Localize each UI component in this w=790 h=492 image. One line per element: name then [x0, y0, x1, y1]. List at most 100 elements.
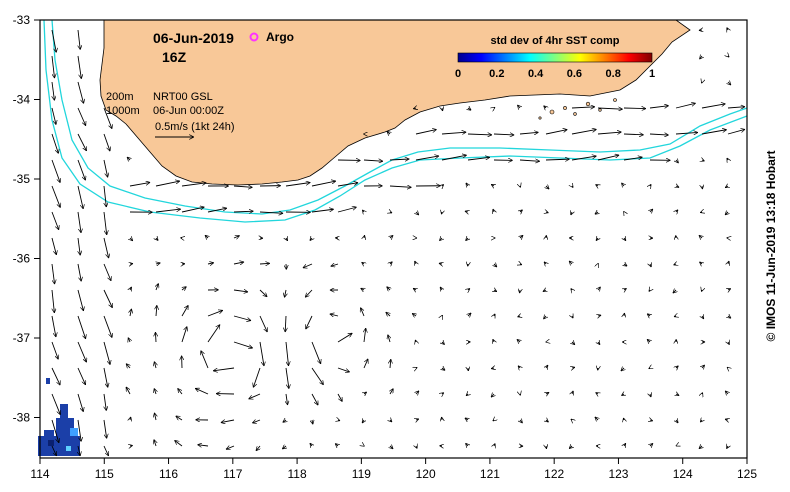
current-vector-icon [51, 289, 54, 313]
current-vector-icon [221, 420, 235, 423]
current-vector-icon [259, 341, 264, 366]
current-vector-icon [386, 312, 390, 316]
current-vector-icon [726, 158, 728, 160]
current-vector-icon [305, 289, 313, 297]
current-vector-icon [126, 364, 130, 368]
current-vector-icon [621, 394, 624, 396]
current-vector-icon [518, 366, 520, 368]
current-vector-icon [259, 289, 267, 297]
current-vector-icon [156, 283, 159, 291]
current-vector-icon [571, 288, 572, 290]
current-vector-icon [51, 185, 60, 208]
current-vector-icon [546, 212, 548, 213]
current-vector-icon [387, 131, 390, 134]
current-vector-icon [650, 443, 653, 446]
current-vector-icon [442, 393, 444, 394]
current-vector-icon [156, 238, 158, 241]
current-vector-icon [197, 445, 209, 446]
current-vector-icon [491, 368, 494, 369]
current-vector-icon [676, 160, 678, 163]
current-vector-icon [571, 212, 572, 215]
current-vector-icon [128, 338, 130, 342]
current-vector-icon [598, 287, 600, 290]
current-vector-icon [207, 263, 214, 264]
current-vector-icon [465, 443, 468, 446]
current-vector-icon [207, 310, 223, 317]
current-vector-icon [416, 212, 419, 215]
current-vector-icon [416, 419, 419, 420]
current-vector-icon [305, 315, 313, 329]
current-vector-icon [390, 212, 392, 213]
current-vector-icon [572, 186, 573, 188]
current-vector-icon [78, 445, 80, 456]
current-vector-icon [441, 212, 442, 214]
current-vector-icon [259, 315, 267, 332]
current-vector-icon [103, 159, 108, 177]
map-date: 06-Jun-2019 [153, 30, 234, 46]
current-vector-icon [727, 129, 745, 135]
current-vector-icon [233, 236, 240, 238]
x-tick-label: 120 [416, 467, 436, 481]
current-vector-icon [493, 134, 514, 135]
current-vector-icon [311, 367, 323, 385]
current-vector-icon [674, 316, 676, 317]
current-vector-icon [103, 133, 110, 151]
current-vector-icon [311, 181, 336, 187]
current-vector-icon [285, 367, 289, 389]
current-vector-icon [676, 394, 679, 396]
current-vector-icon [390, 389, 393, 395]
current-vector-icon [127, 157, 130, 160]
current-vector-icon [77, 289, 84, 311]
current-vector-icon [520, 210, 523, 212]
current-vector-icon [571, 419, 572, 420]
current-vector-icon [51, 341, 58, 359]
current-vector-icon [699, 446, 702, 449]
current-vector-icon [103, 341, 110, 365]
islands [538, 98, 617, 120]
current-vector-icon [491, 394, 494, 397]
current-vector-icon [51, 237, 56, 255]
current-vector-icon [77, 419, 81, 442]
current-vector-icon [362, 210, 364, 212]
x-tick-label: 116 [159, 467, 178, 481]
x-tick-label: 117 [223, 467, 242, 481]
current-vector-icon [439, 287, 442, 290]
current-vector-icon [597, 155, 619, 161]
current-vector-icon [178, 388, 183, 395]
current-vector-icon [311, 341, 321, 364]
current-vector-icon [728, 288, 731, 290]
current-vector-icon [312, 420, 313, 424]
x-tick-label: 115 [95, 467, 114, 481]
isobath-1000m [43, 19, 748, 223]
current-vector-icon [676, 366, 678, 368]
current-vector-icon [623, 157, 642, 161]
current-vector-icon [337, 183, 358, 187]
current-vector-icon [283, 420, 286, 422]
current-vector-icon [442, 108, 443, 111]
current-vector-icon [51, 133, 58, 154]
current-vector-icon [491, 184, 494, 186]
current-vector-icon [233, 186, 252, 187]
current-vector-icon [174, 440, 183, 447]
current-vector-icon [130, 445, 133, 446]
current-vector-icon [517, 316, 520, 317]
current-vector-icon [226, 446, 235, 449]
current-vectors [51, 28, 745, 456]
current-vector-icon [363, 160, 383, 161]
current-vector-icon [623, 418, 624, 420]
current-vector-icon [596, 238, 598, 241]
current-vector-icon [154, 413, 156, 421]
current-vector-icon [520, 235, 523, 238]
depth-1000-label: 1000m [106, 105, 140, 117]
current-vector-icon [415, 261, 416, 264]
current-vector-icon [286, 238, 289, 241]
current-vector-icon [77, 341, 87, 362]
current-vector-icon [699, 235, 702, 238]
current-vector-icon [728, 261, 729, 264]
legend-colorbar [457, 52, 653, 63]
current-vector-icon [129, 182, 150, 187]
current-vector-icon [624, 313, 625, 316]
current-vector-icon [413, 108, 416, 109]
current-vector-icon [624, 443, 626, 446]
